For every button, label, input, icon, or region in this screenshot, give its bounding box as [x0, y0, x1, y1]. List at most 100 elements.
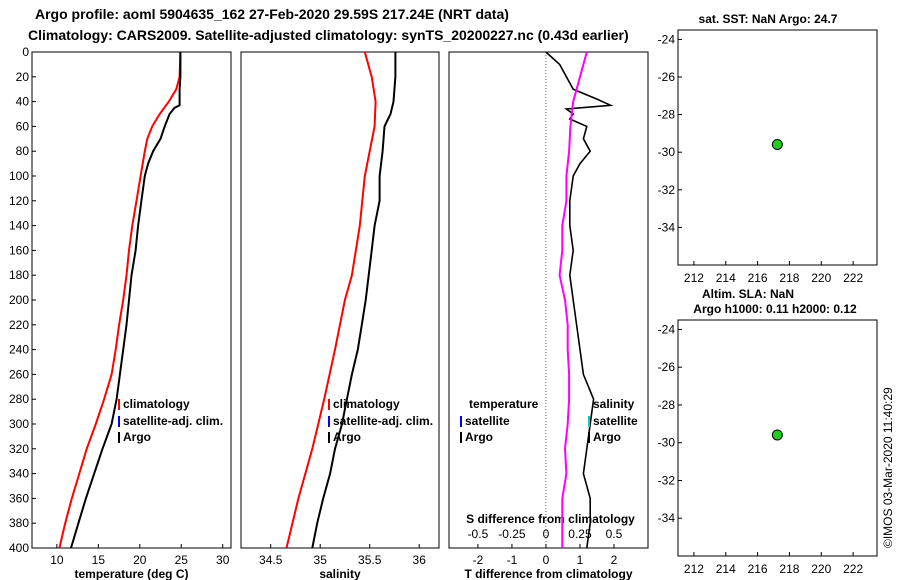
depth-axis-ytick-label: 200	[9, 293, 29, 307]
salinity-axis-xtick-label: 34.5	[259, 553, 283, 567]
sla-map-ytick-label: -34	[658, 511, 676, 525]
sst-map-ytick-label: -28	[658, 108, 676, 122]
difference-plot-frame	[448, 51, 649, 549]
sla-map-argo-marker	[771, 429, 783, 441]
depth-axis-ytick-label: 0	[22, 45, 29, 59]
temp-legend-climatology-label: climatology	[123, 397, 190, 411]
temperature-axis-xtick-label: 15	[92, 553, 106, 567]
depth-axis-ytick-label: 20	[16, 70, 30, 84]
temperature-axis-xtick-label: 30	[216, 553, 230, 567]
sst-map-xtick-label: 220	[811, 271, 831, 285]
title-line1: Argo profile: aoml 5904635_162 27-Feb-20…	[35, 6, 509, 22]
sdiff-tick-label: -0.25	[498, 527, 526, 541]
depth-axis-ytick-label: 260	[9, 367, 29, 381]
tdiff-axis-xtick-label: -2	[473, 553, 484, 567]
sst-map-frame	[677, 29, 878, 266]
sst-map-xtick-label: 214	[716, 271, 736, 285]
sst-map-ytick-label: -30	[658, 145, 676, 159]
sla-map-ytick-label: -26	[658, 360, 676, 374]
sla-map-ytick-label: -32	[658, 473, 676, 487]
salinity-line-climatology	[285, 51, 377, 549]
sst-map-ytick-label: -32	[658, 183, 676, 197]
plot-area: 0204060801001201401601802002202402602803…	[9, 29, 878, 580]
sla-map-xtick-label: 222	[843, 562, 863, 576]
tdiff-axis-xtick-label: -1	[507, 553, 518, 567]
salinity-axis-xtick-label: 35.5	[358, 553, 382, 567]
sla-subtitle: Argo h1000: 0.11 h2000: 0.12	[693, 302, 857, 316]
diff-legend-salinity-header: salinity	[593, 397, 635, 411]
depth-axis-ytick-label: 40	[16, 95, 30, 109]
sla-map-ytick-label: -28	[658, 398, 676, 412]
diff-legend-argo-s-label: Argo	[593, 430, 621, 444]
sdiff-tick-label: 0	[543, 527, 550, 541]
sst-map-xtick-label: 216	[748, 271, 768, 285]
sla-map-xtick-label: 214	[716, 562, 736, 576]
depth-axis-ytick-label: 60	[16, 119, 30, 133]
temperature-axis-xtick-label: 20	[133, 553, 147, 567]
temperature-axis-xtick-label: 10	[50, 553, 64, 567]
salinity-line-argo	[311, 52, 397, 549]
sdiff-tick-label: 0.25	[568, 527, 592, 541]
diff-legend-argo-t-label: Argo	[465, 430, 493, 444]
sst-title: sat. SST: NaN Argo: 24.7	[699, 12, 838, 26]
sla-map-xtick-label: 218	[779, 562, 799, 576]
sla-map-xtick-label: 212	[684, 562, 704, 576]
depth-axis-ytick-label: 140	[9, 219, 29, 233]
tdiff-axis-xtick-label: 2	[611, 553, 618, 567]
depth-axis-ytick-label: 180	[9, 268, 29, 282]
temp-legend-argo-label: Argo	[123, 430, 151, 444]
tdiff-axis-xtick-label: 0	[543, 553, 550, 567]
temperature-xlabel: temperature (deg C)	[74, 567, 188, 580]
depth-axis-ytick-label: 320	[9, 442, 29, 456]
temp-legend-satellite-label: satellite-adj. clim.	[123, 414, 223, 428]
sst-map-ytick-label: -24	[658, 32, 676, 46]
salinity-axis-xtick-label: 35	[314, 553, 328, 567]
depth-axis-ytick-label: 380	[9, 516, 29, 530]
depth-axis-ytick-label: 300	[9, 417, 29, 431]
sst-map-ytick-label: -34	[658, 220, 676, 234]
depth-axis-ytick-label: 120	[9, 194, 29, 208]
sst-map-argo-marker	[771, 138, 783, 150]
diff-legend-temperature-header: temperature	[469, 397, 539, 411]
sal-legend-argo-label: Argo	[333, 430, 361, 444]
diff-legend-satellite-s-label: satellite	[593, 414, 638, 428]
watermark: ©IMOS 03-Mar-2020 11:40:29	[881, 387, 895, 548]
depth-axis-ytick-label: 400	[9, 541, 29, 555]
sla-map-ytick-label: -30	[658, 436, 676, 450]
tdiff-xlabel: T difference from climatology	[464, 567, 632, 580]
salinity-difference-line	[558, 51, 588, 548]
sdiff-tick-label: 0.5	[606, 527, 623, 541]
sst-map-xtick-label: 222	[843, 271, 863, 285]
tdiff-axis-xtick-label: 1	[577, 553, 584, 567]
salinity-plot-frame	[240, 51, 440, 549]
depth-axis-ytick-label: 220	[9, 318, 29, 332]
depth-axis-ytick-label: 240	[9, 343, 29, 357]
sst-map-xtick-label: 212	[684, 271, 704, 285]
sst-map-xtick-label: 218	[779, 271, 799, 285]
sla-map-ytick-label: -24	[658, 322, 676, 336]
salinity-xlabel: salinity	[319, 567, 361, 580]
depth-axis-ytick-label: 340	[9, 467, 29, 481]
depth-axis-ytick-label: 280	[9, 392, 29, 406]
sal-legend-satellite-label: satellite-adj. clim.	[333, 414, 433, 428]
temperature-line-argo	[70, 52, 182, 549]
sdiff-axis-label: S difference from climatology	[466, 512, 635, 526]
sdiff-tick-label: -0.5	[468, 527, 489, 541]
sst-map-ytick-label: -26	[658, 70, 676, 84]
sal-legend-climatology-label: climatology	[333, 397, 400, 411]
sla-title: Altim. SLA: NaN	[702, 287, 794, 301]
title-line2: Climatology: CARS2009. Satellite-adjuste…	[28, 27, 629, 43]
depth-axis-ytick-label: 160	[9, 243, 29, 257]
temperature-difference-line	[545, 51, 614, 549]
depth-axis-ytick-label: 80	[16, 144, 30, 158]
temperature-axis-xtick-label: 25	[175, 553, 189, 567]
sla-map-xtick-label: 216	[748, 562, 768, 576]
sla-map-frame	[677, 319, 878, 557]
depth-axis-ytick-label: 360	[9, 491, 29, 505]
diff-legend-satellite-t-label: satellite	[465, 414, 510, 428]
salinity-axis-xtick-label: 36	[413, 553, 427, 567]
sla-map-xtick-label: 220	[811, 562, 831, 576]
temperature-plot-frame	[31, 51, 232, 549]
depth-axis-ytick-label: 100	[9, 169, 29, 183]
